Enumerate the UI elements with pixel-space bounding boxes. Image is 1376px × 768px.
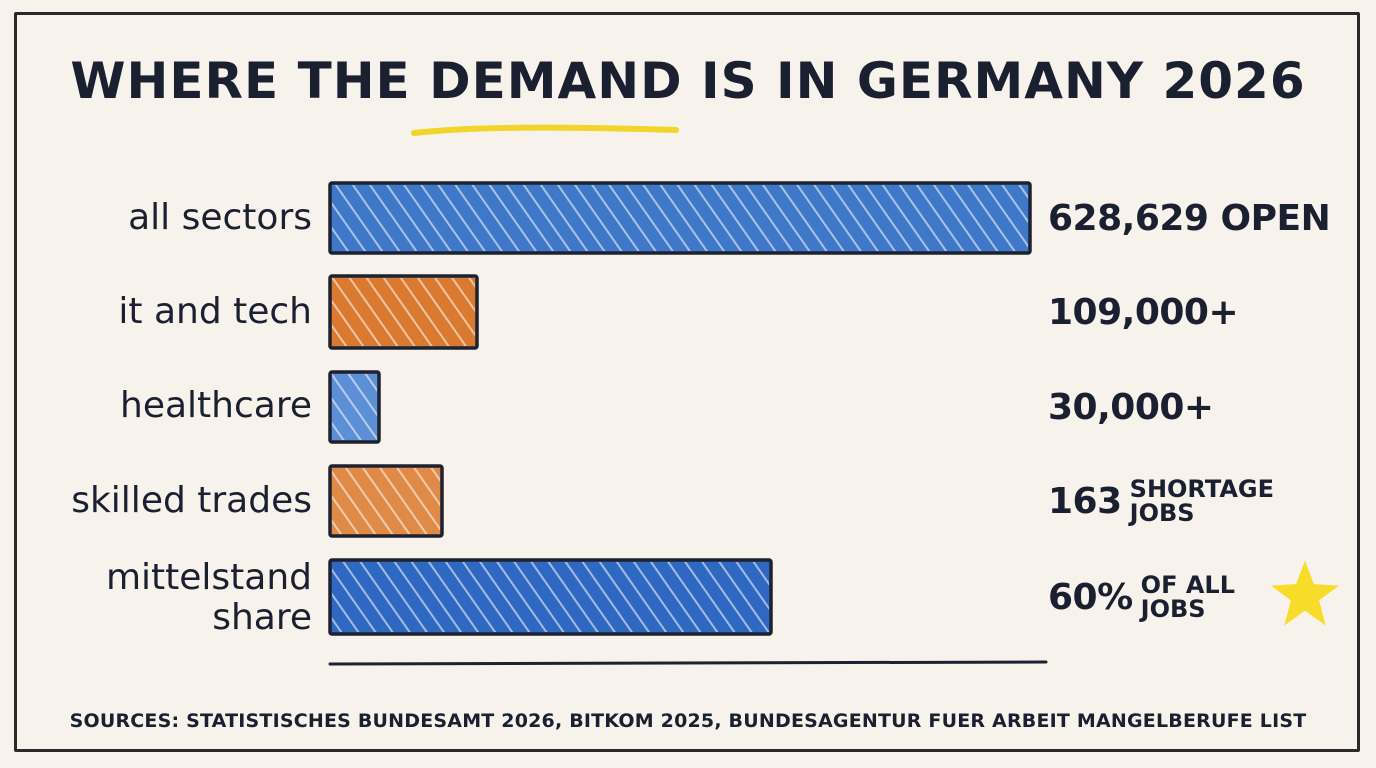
value-label: 109,000+ (1048, 286, 1239, 338)
bar-texture-4 (332, 562, 769, 632)
star-icon (1270, 560, 1340, 626)
value-label: 163 SHORTAGE JOBS (1048, 475, 1300, 527)
value-label: 30,000+ (1048, 381, 1214, 433)
value-note: SHORTAGE JOBS (1129, 475, 1275, 527)
value-label: 628,629 OPEN (1048, 192, 1331, 244)
value-main: 60% (1048, 576, 1133, 618)
value-main: 30,000+ (1048, 386, 1214, 428)
value-main: 163 (1048, 480, 1122, 522)
bar-texture-2 (332, 374, 377, 440)
baseline (328, 660, 1048, 666)
bar-texture-0 (332, 185, 1028, 251)
bar-texture-1 (332, 278, 475, 346)
category-label: it and tech (118, 291, 312, 332)
bar-texture-3 (332, 468, 440, 534)
category-label: all sectors (128, 197, 312, 238)
category-label: mittelstand share (105, 557, 312, 638)
category-label: healthcare (120, 385, 312, 426)
chart-title: WHERE THE DEMAND IS IN GERMANY 2026 (70, 52, 1306, 110)
category-label: skilled trades (71, 480, 312, 521)
value-main: 109,000+ (1048, 291, 1239, 333)
value-label: 60% OF ALL JOBS (1048, 571, 1311, 623)
value-note: OF ALL JOBS (1140, 571, 1235, 623)
value-main: 628,629 OPEN (1048, 197, 1331, 239)
hand-drawn-frame (14, 12, 1360, 752)
title-highlight-underline (411, 124, 679, 136)
sources-note: SOURCES: STATISTISCHES BUNDESAMT 2026, B… (69, 710, 1307, 732)
